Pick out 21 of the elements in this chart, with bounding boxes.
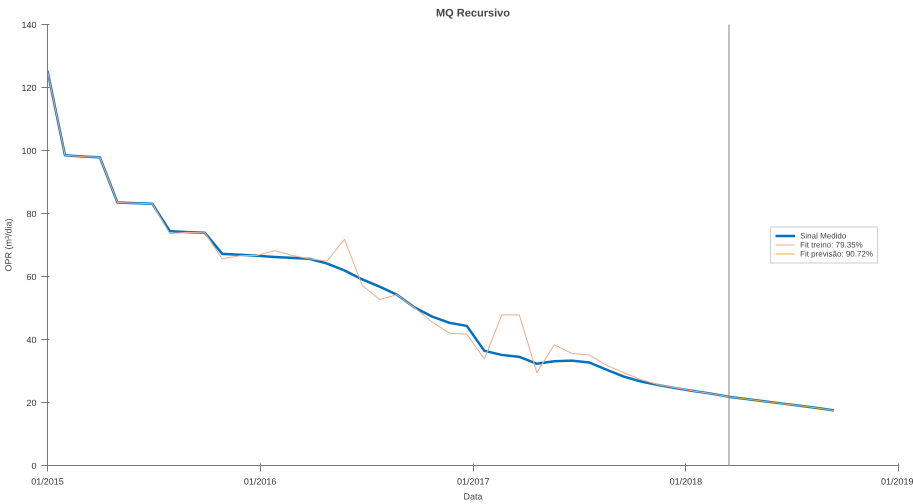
x-tick-label: 01/2016 [244, 476, 276, 486]
y-tick-label: 40 [26, 335, 37, 345]
x-tick-label: 01/2018 [670, 476, 702, 486]
line-series [728, 396, 834, 411]
legend-label: Fit treino: 79.35% [800, 240, 863, 249]
y-tick-label: 20 [26, 398, 37, 408]
y-tick-label: 100 [21, 146, 37, 156]
legend-label: Sinal Medido [800, 231, 846, 240]
x-tick-label: 01/2015 [31, 476, 64, 486]
line-series [48, 70, 730, 398]
chart-title: MQ Recursivo [436, 8, 510, 20]
y-tick-label: 80 [26, 209, 37, 219]
y-tick-label: 60 [26, 272, 37, 282]
x-axis-title: Data [463, 492, 483, 502]
y-tick-label: 120 [21, 83, 37, 93]
y-tick-label: 140 [21, 20, 37, 30]
x-tick-label: 01/2019 [880, 476, 913, 486]
y-tick-label: 0 [31, 461, 37, 471]
y-axis-title: OPR (m³/dia) [3, 218, 14, 272]
x-tick-label: 01/2017 [457, 476, 490, 486]
legend-label: Fit previsão: 90.72% [800, 249, 873, 258]
